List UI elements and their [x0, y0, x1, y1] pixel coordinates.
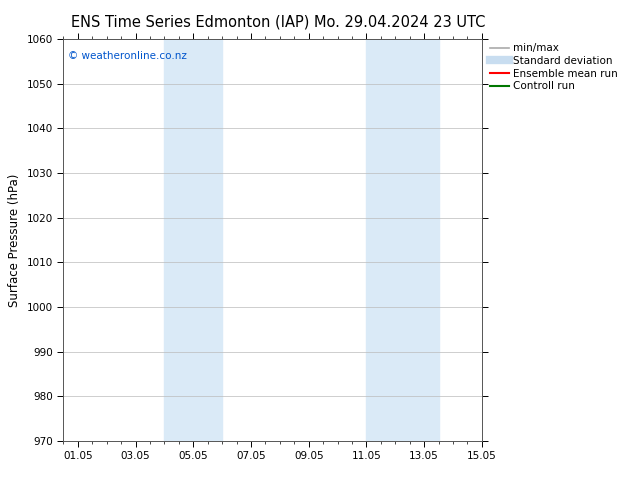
Bar — [193, 39, 222, 441]
Bar — [366, 39, 395, 441]
Bar — [164, 39, 193, 441]
Text: ENS Time Series Edmonton (IAP): ENS Time Series Edmonton (IAP) — [71, 15, 309, 30]
Legend: min/max, Standard deviation, Ensemble mean run, Controll run: min/max, Standard deviation, Ensemble me… — [486, 39, 622, 96]
Text: Mo. 29.04.2024 23 UTC: Mo. 29.04.2024 23 UTC — [314, 15, 485, 30]
Y-axis label: Surface Pressure (hPa): Surface Pressure (hPa) — [8, 173, 21, 307]
Bar — [395, 39, 439, 441]
Text: © weatheronline.co.nz: © weatheronline.co.nz — [68, 51, 186, 61]
